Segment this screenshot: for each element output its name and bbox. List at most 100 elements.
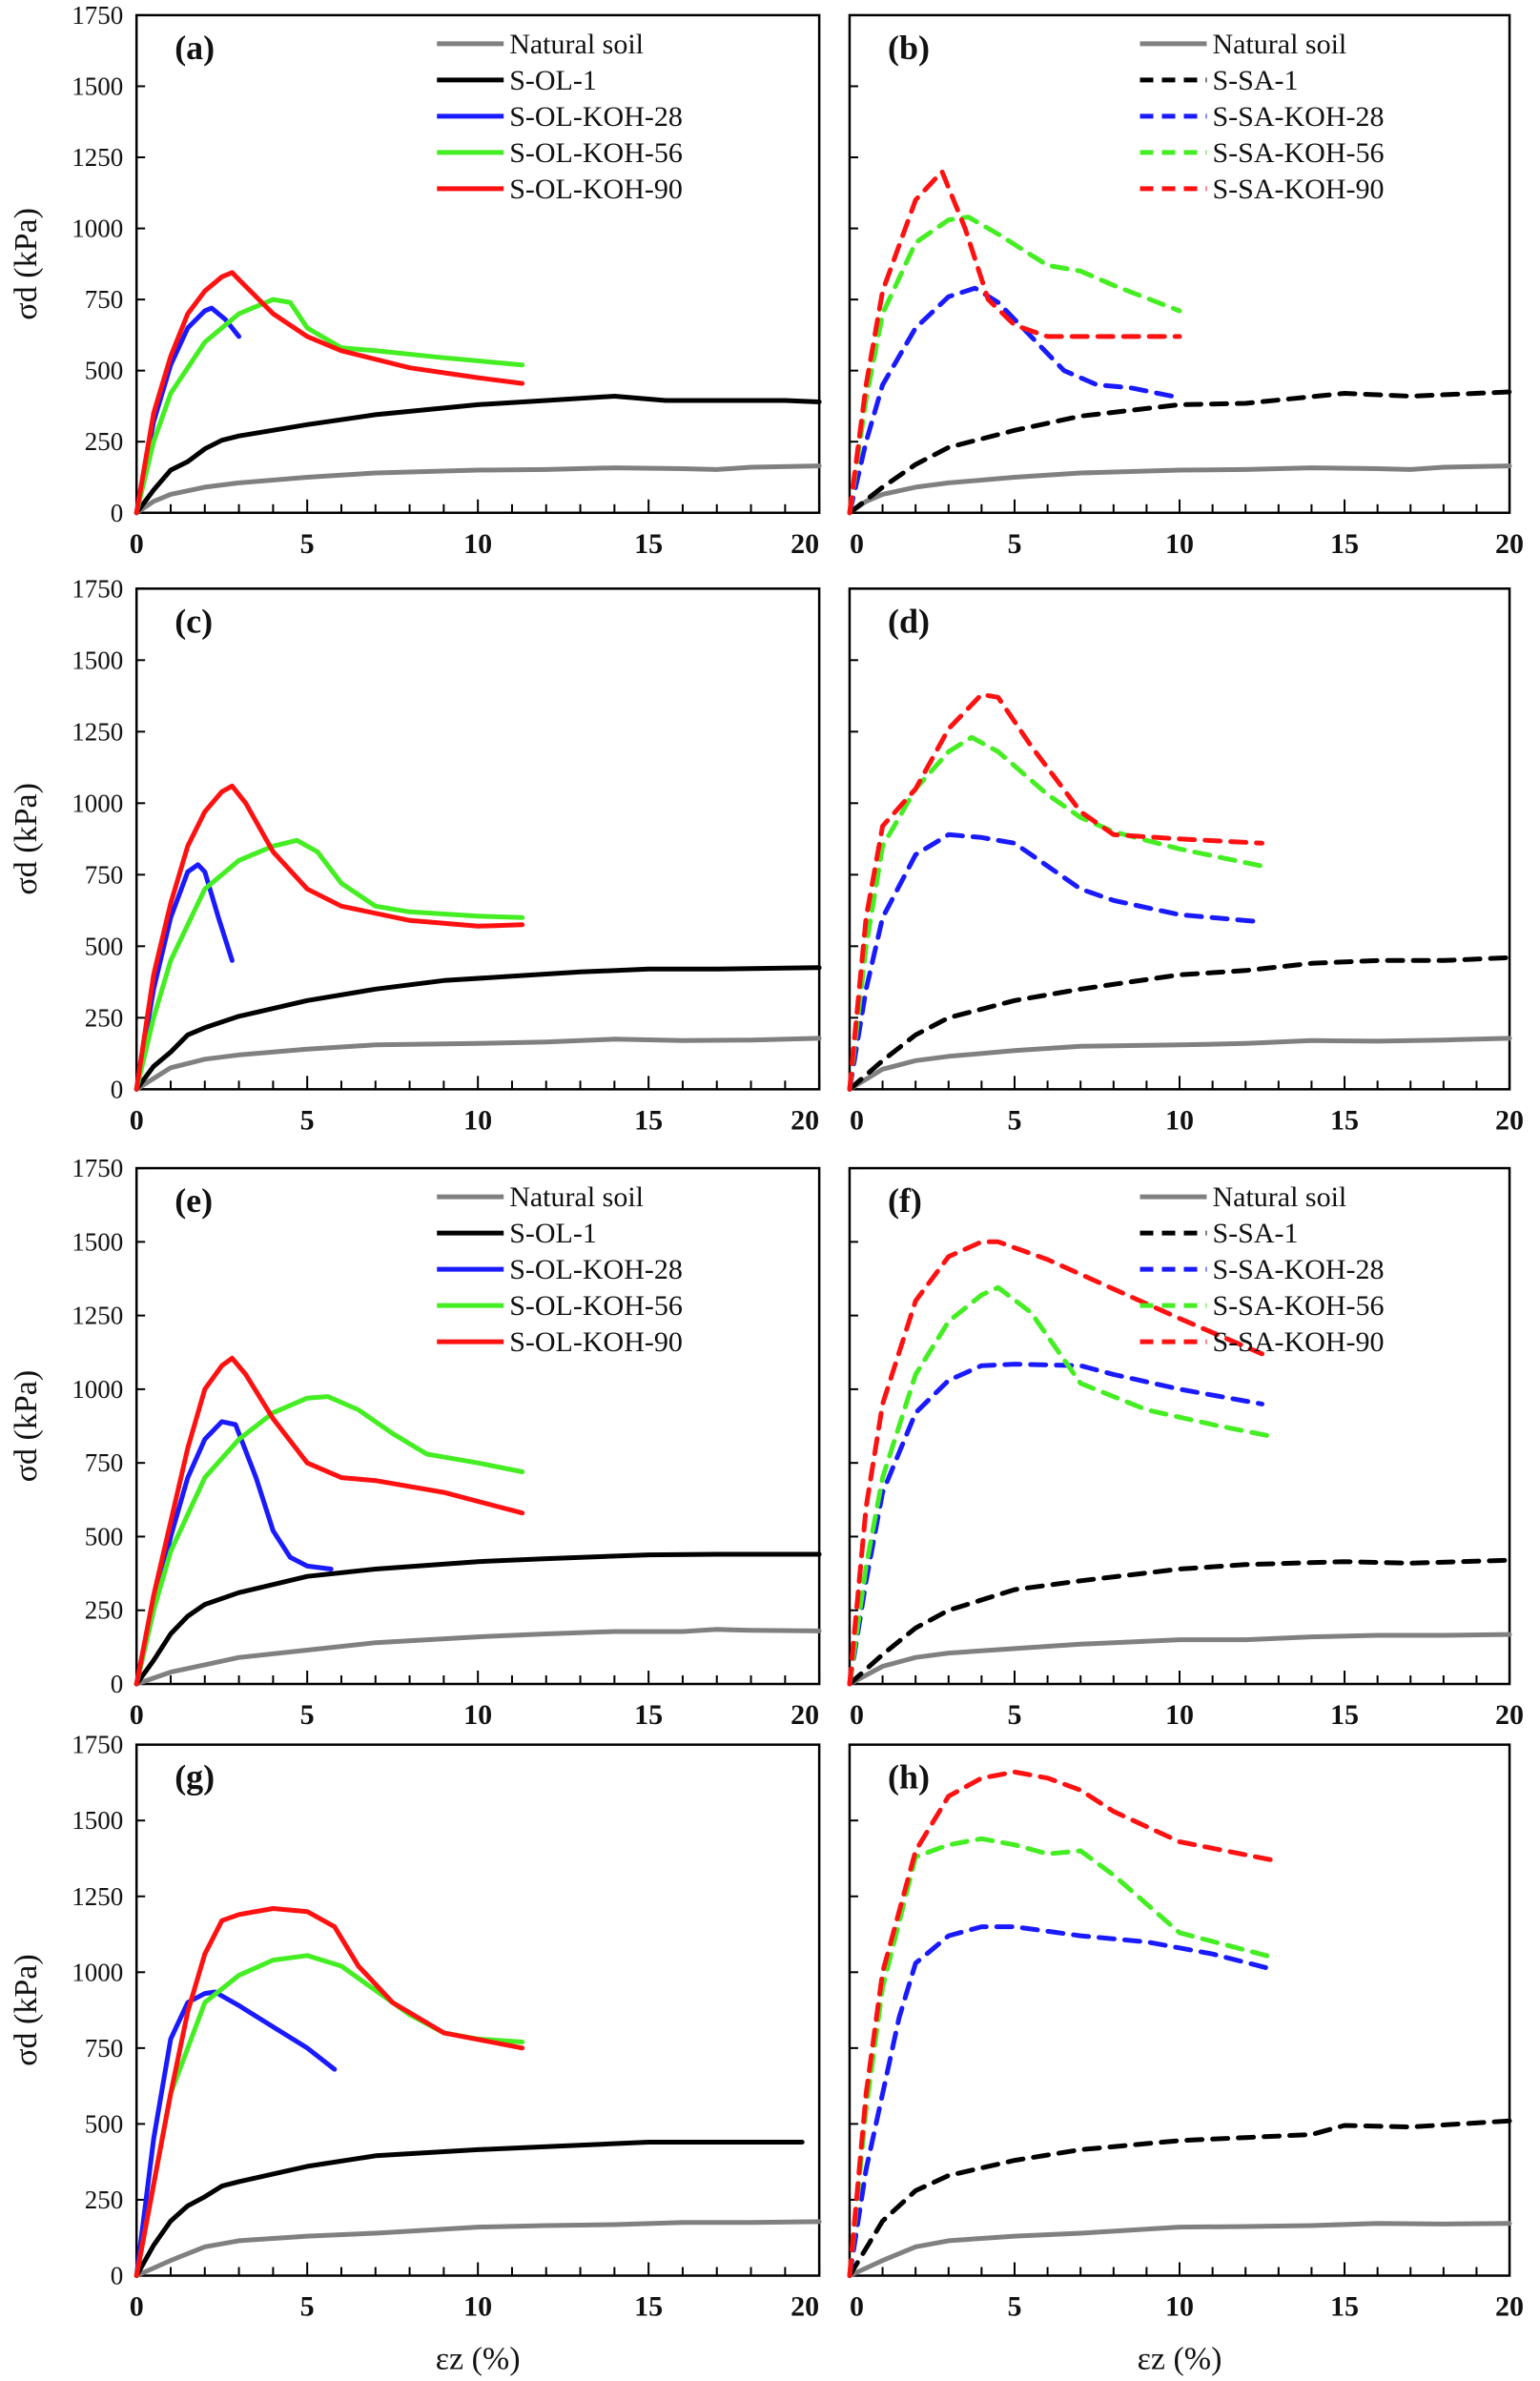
x-tick-label: 10 [463, 1104, 492, 1136]
x-tick-label: 5 [300, 528, 315, 560]
series-line-s-ol-koh-28 [133, 305, 242, 516]
legend-label: S-OL-KOH-56 [509, 1290, 683, 1322]
y-tick-label: 1250 [72, 717, 123, 746]
y-tick-label: 1000 [72, 1375, 123, 1404]
x-tick-label: 15 [634, 1699, 663, 1731]
legend-label: S-SA-KOH-28 [1212, 101, 1384, 133]
y-tick-label: 0 [111, 2262, 124, 2290]
y-axis-label: σd (kPa) [9, 1370, 44, 1482]
x-tick-label: 10 [463, 528, 492, 560]
y-tick-label: 250 [85, 427, 124, 456]
series-line-s-ol-koh-90 [133, 1906, 525, 2278]
panel-frame-f [848, 1166, 1511, 1686]
legend-label: S-SA-1 [1212, 1218, 1298, 1249]
legend-label: S-SA-KOH-28 [1212, 1254, 1384, 1285]
y-tick-label: 1500 [72, 72, 123, 100]
x-tick-label: 20 [791, 1699, 819, 1731]
legend-label: S-OL-KOH-28 [509, 101, 683, 133]
series-line-s-ol-koh-90 [133, 783, 525, 1092]
y-tick-label: 0 [111, 499, 124, 527]
y-axis-label: σd (kPa) [9, 1954, 44, 2065]
series-line-natural-soil [133, 1627, 822, 1687]
series-line-natural-soil [133, 463, 822, 516]
series-line-s-ol-1 [133, 1551, 822, 1687]
series-line-s-sa-koh-28 [847, 1924, 1275, 2278]
x-tick-label: 10 [1165, 528, 1194, 560]
x-tick-label: 10 [1165, 1699, 1194, 1731]
x-tick-label: 5 [1007, 528, 1021, 560]
series-line-s-ol-koh-56 [133, 297, 525, 516]
series-line-s-ol-koh-28 [133, 862, 235, 1092]
x-axis-label: εz (%) [436, 2342, 521, 2377]
x-tick-label: 20 [1495, 1699, 1524, 1731]
panel-label: (h) [888, 1758, 930, 1796]
y-tick-label: 1000 [72, 789, 123, 817]
y-tick-label: 1750 [72, 1731, 123, 1759]
series-line-s-sa-1 [847, 2118, 1512, 2278]
x-tick-label: 15 [1330, 2291, 1359, 2323]
series-line-natural-soil [847, 1036, 1512, 1092]
x-tick-label: 0 [130, 1104, 144, 1136]
x-tick-label: 10 [1165, 2291, 1194, 2323]
series-line-s-sa-1 [847, 1557, 1512, 1687]
x-tick-label: 10 [1165, 1104, 1194, 1136]
y-axis-label: σd (kPa) [9, 783, 44, 894]
x-tick-label: 5 [300, 1699, 315, 1731]
x-tick-label: 10 [463, 2291, 492, 2323]
legend-label: Natural soil [1212, 1181, 1346, 1213]
panel-label: (f) [888, 1181, 922, 1220]
x-tick-label: 15 [634, 2291, 663, 2323]
y-tick-label: 1500 [72, 646, 123, 674]
y-tick-label: 500 [85, 1522, 124, 1550]
x-tick-label: 5 [1007, 1699, 1021, 1731]
x-tick-label: 0 [850, 1699, 864, 1731]
legend-label: S-SA-KOH-56 [1212, 1290, 1384, 1322]
x-tick-label: 5 [1007, 2291, 1021, 2323]
legend-label: S-OL-1 [509, 65, 597, 96]
y-tick-label: 0 [111, 1670, 124, 1698]
x-tick-label: 20 [1495, 528, 1524, 560]
series-line-s-ol-koh-56 [133, 837, 525, 1092]
x-tick-label: 0 [850, 2291, 864, 2323]
legend-label: Natural soil [509, 29, 644, 60]
series-line-natural-soil [847, 463, 1512, 516]
series-line-s-ol-koh-90 [133, 270, 525, 516]
legend-label: S-OL-1 [509, 1218, 597, 1249]
y-tick-label: 1250 [72, 1302, 123, 1330]
y-tick-label: 1750 [72, 1, 123, 30]
legend-label: Natural soil [1212, 29, 1346, 60]
x-tick-label: 20 [791, 528, 819, 560]
legend-label: S-SA-1 [1212, 65, 1298, 96]
y-tick-label: 1000 [72, 215, 123, 243]
legend-label: S-SA-KOH-90 [1212, 174, 1384, 205]
x-tick-label: 5 [300, 2291, 315, 2323]
legend-label: S-OL-KOH-90 [509, 174, 683, 205]
x-tick-label: 0 [130, 1699, 144, 1731]
x-tick-label: 0 [850, 1104, 864, 1136]
x-tick-label: 20 [791, 1104, 819, 1136]
x-tick-label: 0 [130, 2291, 144, 2323]
y-tick-label: 1500 [72, 1806, 123, 1835]
y-tick-label: 1750 [72, 574, 123, 603]
panel-label: (c) [175, 602, 213, 640]
legend-label: S-SA-KOH-56 [1212, 137, 1384, 169]
legend-label: S-SA-KOH-90 [1212, 1326, 1384, 1358]
series-line-s-sa-koh-90 [847, 691, 1264, 1092]
series-line-s-sa-1 [847, 954, 1512, 1092]
series-line-s-ol-koh-56 [133, 1394, 525, 1687]
y-tick-label: 250 [85, 1003, 124, 1032]
x-tick-label: 15 [1330, 1699, 1359, 1731]
series-line-s-sa-koh-56 [847, 215, 1182, 516]
x-tick-label: 15 [634, 1104, 663, 1136]
y-tick-label: 750 [85, 285, 124, 314]
y-tick-label: 500 [85, 2109, 124, 2138]
x-axis-label: εz (%) [1138, 2342, 1222, 2377]
series-line-s-ol-koh-28 [133, 1989, 338, 2278]
x-tick-label: 0 [850, 528, 864, 560]
y-tick-label: 1250 [72, 143, 123, 172]
y-tick-label: 750 [85, 2034, 124, 2063]
y-tick-label: 1750 [72, 1154, 123, 1182]
x-tick-label: 10 [463, 1699, 492, 1731]
x-tick-label: 15 [634, 528, 663, 560]
